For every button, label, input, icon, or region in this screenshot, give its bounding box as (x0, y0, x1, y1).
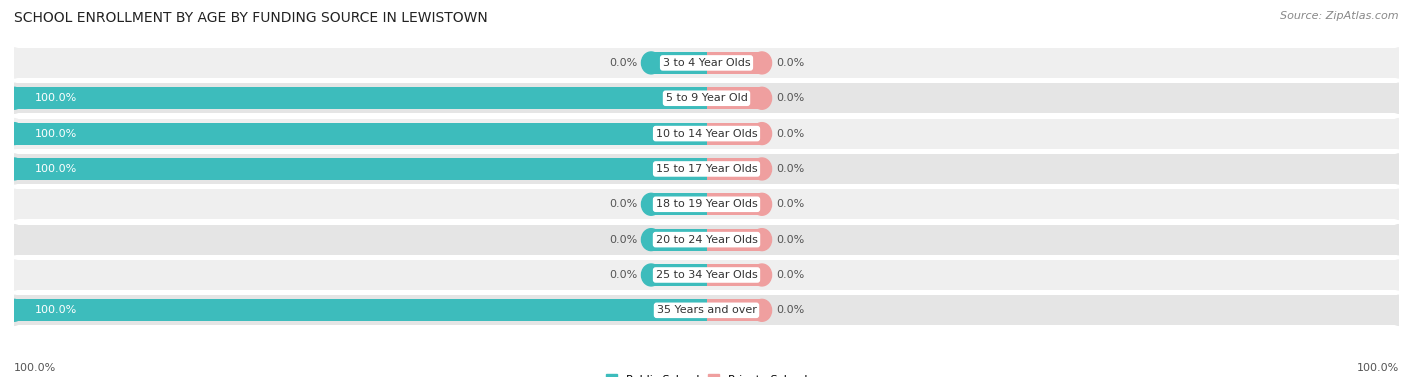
Bar (707, 264, 762, 286)
Bar (651, 264, 707, 286)
Ellipse shape (1388, 154, 1406, 184)
Ellipse shape (3, 295, 25, 325)
Text: 10 to 14 Year Olds: 10 to 14 Year Olds (655, 129, 758, 139)
Ellipse shape (4, 299, 24, 321)
Text: 15 to 17 Year Olds: 15 to 17 Year Olds (655, 164, 758, 174)
Ellipse shape (752, 87, 772, 109)
Ellipse shape (4, 123, 24, 144)
Bar (14, 260, 1399, 290)
Ellipse shape (1388, 260, 1406, 290)
Ellipse shape (641, 52, 661, 74)
Text: 100.0%: 100.0% (35, 305, 77, 315)
Ellipse shape (3, 225, 25, 254)
Ellipse shape (1388, 295, 1406, 325)
Bar (651, 229, 707, 251)
Ellipse shape (1388, 189, 1406, 219)
Ellipse shape (752, 264, 772, 286)
Bar (14, 154, 1399, 184)
Text: 0.0%: 0.0% (776, 164, 804, 174)
Text: 100.0%: 100.0% (35, 129, 77, 139)
Bar (14, 123, 707, 144)
Ellipse shape (1388, 83, 1406, 113)
Bar (651, 193, 707, 215)
Text: 0.0%: 0.0% (776, 93, 804, 103)
Text: 100.0%: 100.0% (35, 93, 77, 103)
Text: 0.0%: 0.0% (609, 270, 637, 280)
Bar (651, 52, 707, 74)
Legend: Public School, Private School: Public School, Private School (606, 374, 807, 377)
Ellipse shape (641, 264, 661, 286)
Text: 5 to 9 Year Old: 5 to 9 Year Old (665, 93, 748, 103)
Ellipse shape (3, 154, 25, 184)
Text: 100.0%: 100.0% (35, 164, 77, 174)
Text: 0.0%: 0.0% (609, 199, 637, 209)
Text: 100.0%: 100.0% (1357, 363, 1399, 373)
Bar (14, 87, 707, 109)
Bar (14, 119, 1399, 149)
Text: 0.0%: 0.0% (776, 129, 804, 139)
Ellipse shape (3, 83, 25, 113)
Bar (14, 189, 1399, 219)
Bar (707, 193, 762, 215)
Text: 35 Years and over: 35 Years and over (657, 305, 756, 315)
Bar (14, 83, 1399, 113)
Text: 100.0%: 100.0% (14, 363, 56, 373)
Ellipse shape (3, 119, 25, 149)
Ellipse shape (752, 123, 772, 144)
Bar (14, 48, 1399, 78)
Ellipse shape (752, 193, 772, 215)
Ellipse shape (4, 87, 24, 109)
Text: 0.0%: 0.0% (776, 270, 804, 280)
Ellipse shape (1388, 225, 1406, 254)
Text: 25 to 34 Year Olds: 25 to 34 Year Olds (655, 270, 758, 280)
Bar (14, 299, 707, 321)
Bar (707, 123, 762, 144)
Ellipse shape (1388, 48, 1406, 78)
Ellipse shape (752, 299, 772, 321)
Text: 3 to 4 Year Olds: 3 to 4 Year Olds (662, 58, 751, 68)
Ellipse shape (752, 52, 772, 74)
Ellipse shape (4, 158, 24, 180)
Text: 0.0%: 0.0% (776, 199, 804, 209)
Ellipse shape (1388, 119, 1406, 149)
Bar (707, 229, 762, 251)
Ellipse shape (3, 189, 25, 219)
Ellipse shape (752, 158, 772, 180)
Ellipse shape (641, 229, 661, 251)
Bar (707, 299, 762, 321)
Text: Source: ZipAtlas.com: Source: ZipAtlas.com (1281, 11, 1399, 21)
Ellipse shape (3, 48, 25, 78)
Ellipse shape (752, 229, 772, 251)
Bar (14, 295, 1399, 325)
Text: 0.0%: 0.0% (776, 58, 804, 68)
Text: 0.0%: 0.0% (776, 234, 804, 245)
Text: 18 to 19 Year Olds: 18 to 19 Year Olds (655, 199, 758, 209)
Text: 20 to 24 Year Olds: 20 to 24 Year Olds (655, 234, 758, 245)
Text: 0.0%: 0.0% (609, 234, 637, 245)
Bar (707, 87, 762, 109)
Text: 0.0%: 0.0% (776, 305, 804, 315)
Bar (14, 225, 1399, 254)
Text: SCHOOL ENROLLMENT BY AGE BY FUNDING SOURCE IN LEWISTOWN: SCHOOL ENROLLMENT BY AGE BY FUNDING SOUR… (14, 11, 488, 25)
Text: 0.0%: 0.0% (609, 58, 637, 68)
Ellipse shape (3, 260, 25, 290)
Bar (707, 158, 762, 180)
Bar (707, 52, 762, 74)
Bar (14, 158, 707, 180)
Ellipse shape (641, 193, 661, 215)
